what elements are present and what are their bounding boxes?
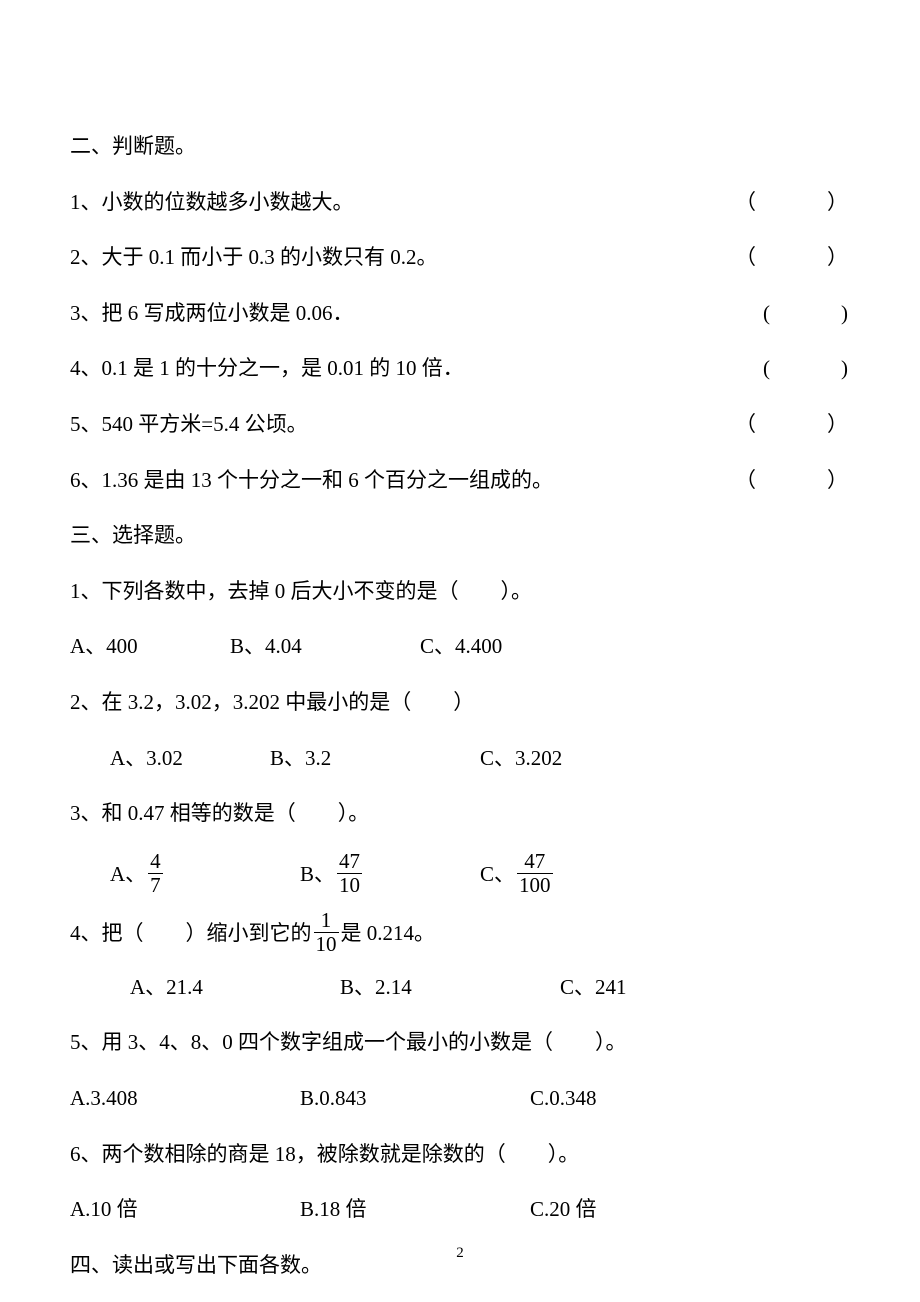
option-c[interactable]: C.20 倍 [530, 1193, 597, 1227]
mc-q2-options: A、3.02 B、3.2 C、3.202 [70, 742, 850, 776]
option-label: C、 [480, 858, 515, 892]
denominator: 100 [517, 873, 553, 896]
stem-post: 是 0.214。 [341, 917, 436, 951]
denominator: 10 [314, 932, 339, 955]
stem-text: 2、在 3.2，3.02，3.202 中最小的是（ ） [70, 686, 474, 720]
judge-item-3: 3、把 6 写成两位小数是 0.06． ( ) [70, 297, 850, 331]
fraction-icon: 4 7 [148, 851, 163, 896]
option-c[interactable]: C、3.202 [480, 742, 562, 776]
judge-text: 6、1.36 是由 13 个十分之一和 6 个百分之一组成的。 [70, 464, 735, 498]
option-b[interactable]: B、4.04 [230, 630, 420, 664]
section-title-text: 三、选择题。 [70, 519, 196, 553]
judge-item-2: 2、大于 0.1 而小于 0.3 的小数只有 0.2。 （ ） [70, 241, 850, 275]
judge-item-6: 6、1.36 是由 13 个十分之一和 6 个百分之一组成的。 （ ） [70, 464, 850, 498]
fraction-icon: 1 10 [314, 910, 339, 955]
answer-blank[interactable]: ( ) [763, 297, 850, 331]
answer-blank[interactable]: （ ） [735, 464, 850, 498]
mc-q1-stem: 1、下列各数中，去掉 0 后大小不变的是（ ）。 [70, 575, 850, 609]
option-a[interactable]: A、 4 7 [110, 853, 300, 898]
answer-blank[interactable]: （ ） [735, 186, 850, 220]
fraction-icon: 47 10 [337, 851, 362, 896]
option-a[interactable]: A、3.02 [110, 742, 270, 776]
numerator: 1 [319, 910, 334, 932]
fraction-icon: 47 100 [517, 851, 553, 896]
mc-q6-options: A.10 倍 B.18 倍 C.20 倍 [70, 1193, 850, 1227]
section-3-title: 三、选择题。 [70, 519, 850, 553]
option-b[interactable]: B.18 倍 [300, 1193, 530, 1227]
denominator: 10 [337, 873, 362, 896]
option-c[interactable]: C.0.348 [530, 1082, 597, 1116]
numerator: 47 [522, 851, 547, 873]
mc-q5-stem: 5、用 3、4、8、0 四个数字组成一个最小的小数是（ ）。 [70, 1026, 850, 1060]
mc-q3-options: A、 4 7 B、 47 10 C、 47 100 [70, 853, 850, 898]
option-label: B、 [300, 858, 335, 892]
stem-pre: 4、把（ ）缩小到它的 [70, 917, 312, 951]
judge-item-4: 4、0.1 是 1 的十分之一，是 0.01 的 10 倍． ( ) [70, 352, 850, 386]
denominator: 7 [148, 873, 163, 896]
answer-blank[interactable]: ( ) [763, 352, 850, 386]
numerator: 4 [148, 851, 163, 873]
answer-blank[interactable]: （ ） [735, 408, 850, 442]
option-b[interactable]: B、3.2 [270, 742, 480, 776]
option-label: A、 [110, 858, 146, 892]
judge-text: 1、小数的位数越多小数越大。 [70, 186, 735, 220]
option-a[interactable]: A、400 [70, 630, 230, 664]
option-b[interactable]: B、2.14 [340, 971, 560, 1005]
stem-text: 1、下列各数中，去掉 0 后大小不变的是（ ）。 [70, 575, 532, 609]
mc-q1-options: A、400 B、4.04 C、4.400 [70, 630, 850, 664]
option-b[interactable]: B.0.843 [300, 1082, 530, 1116]
stem-text: 5、用 3、4、8、0 四个数字组成一个最小的小数是（ ）。 [70, 1026, 627, 1060]
mc-q3-stem: 3、和 0.47 相等的数是（ ）。 [70, 797, 850, 831]
answer-blank[interactable]: （ ） [735, 241, 850, 275]
numerator: 47 [337, 851, 362, 873]
judge-item-5: 5、540 平方米=5.4 公顷。 （ ） [70, 408, 850, 442]
stem-text: 3、和 0.47 相等的数是（ ）。 [70, 797, 369, 831]
section-title-text: 二、判断题。 [70, 130, 196, 164]
judge-text: 4、0.1 是 1 的十分之一，是 0.01 的 10 倍． [70, 352, 763, 386]
option-b[interactable]: B、 47 10 [300, 853, 480, 898]
option-c[interactable]: C、241 [560, 971, 627, 1005]
stem-text: 6、两个数相除的商是 18，被除数就是除数的（ ）。 [70, 1138, 579, 1172]
mc-q4-options: A、21.4 B、2.14 C、241 [70, 971, 850, 1005]
mc-q5-options: A.3.408 B.0.843 C.0.348 [70, 1082, 850, 1116]
mc-q4-stem: 4、把（ ）缩小到它的 1 10 是 0.214。 [70, 912, 850, 957]
judge-text: 5、540 平方米=5.4 公顷。 [70, 408, 735, 442]
option-c[interactable]: C、 47 100 [480, 853, 555, 898]
option-a[interactable]: A.10 倍 [70, 1193, 300, 1227]
judge-text: 3、把 6 写成两位小数是 0.06． [70, 297, 763, 331]
mc-q6-stem: 6、两个数相除的商是 18，被除数就是除数的（ ）。 [70, 1138, 850, 1172]
page-number: 2 [0, 1245, 920, 1262]
mc-q2-stem: 2、在 3.2，3.02，3.202 中最小的是（ ） [70, 686, 850, 720]
option-c[interactable]: C、4.400 [420, 630, 502, 664]
judge-text: 2、大于 0.1 而小于 0.3 的小数只有 0.2。 [70, 241, 735, 275]
judge-item-1: 1、小数的位数越多小数越大。 （ ） [70, 186, 850, 220]
option-a[interactable]: A、21.4 [130, 971, 340, 1005]
section-2-title: 二、判断题。 [70, 130, 850, 164]
option-a[interactable]: A.3.408 [70, 1082, 300, 1116]
